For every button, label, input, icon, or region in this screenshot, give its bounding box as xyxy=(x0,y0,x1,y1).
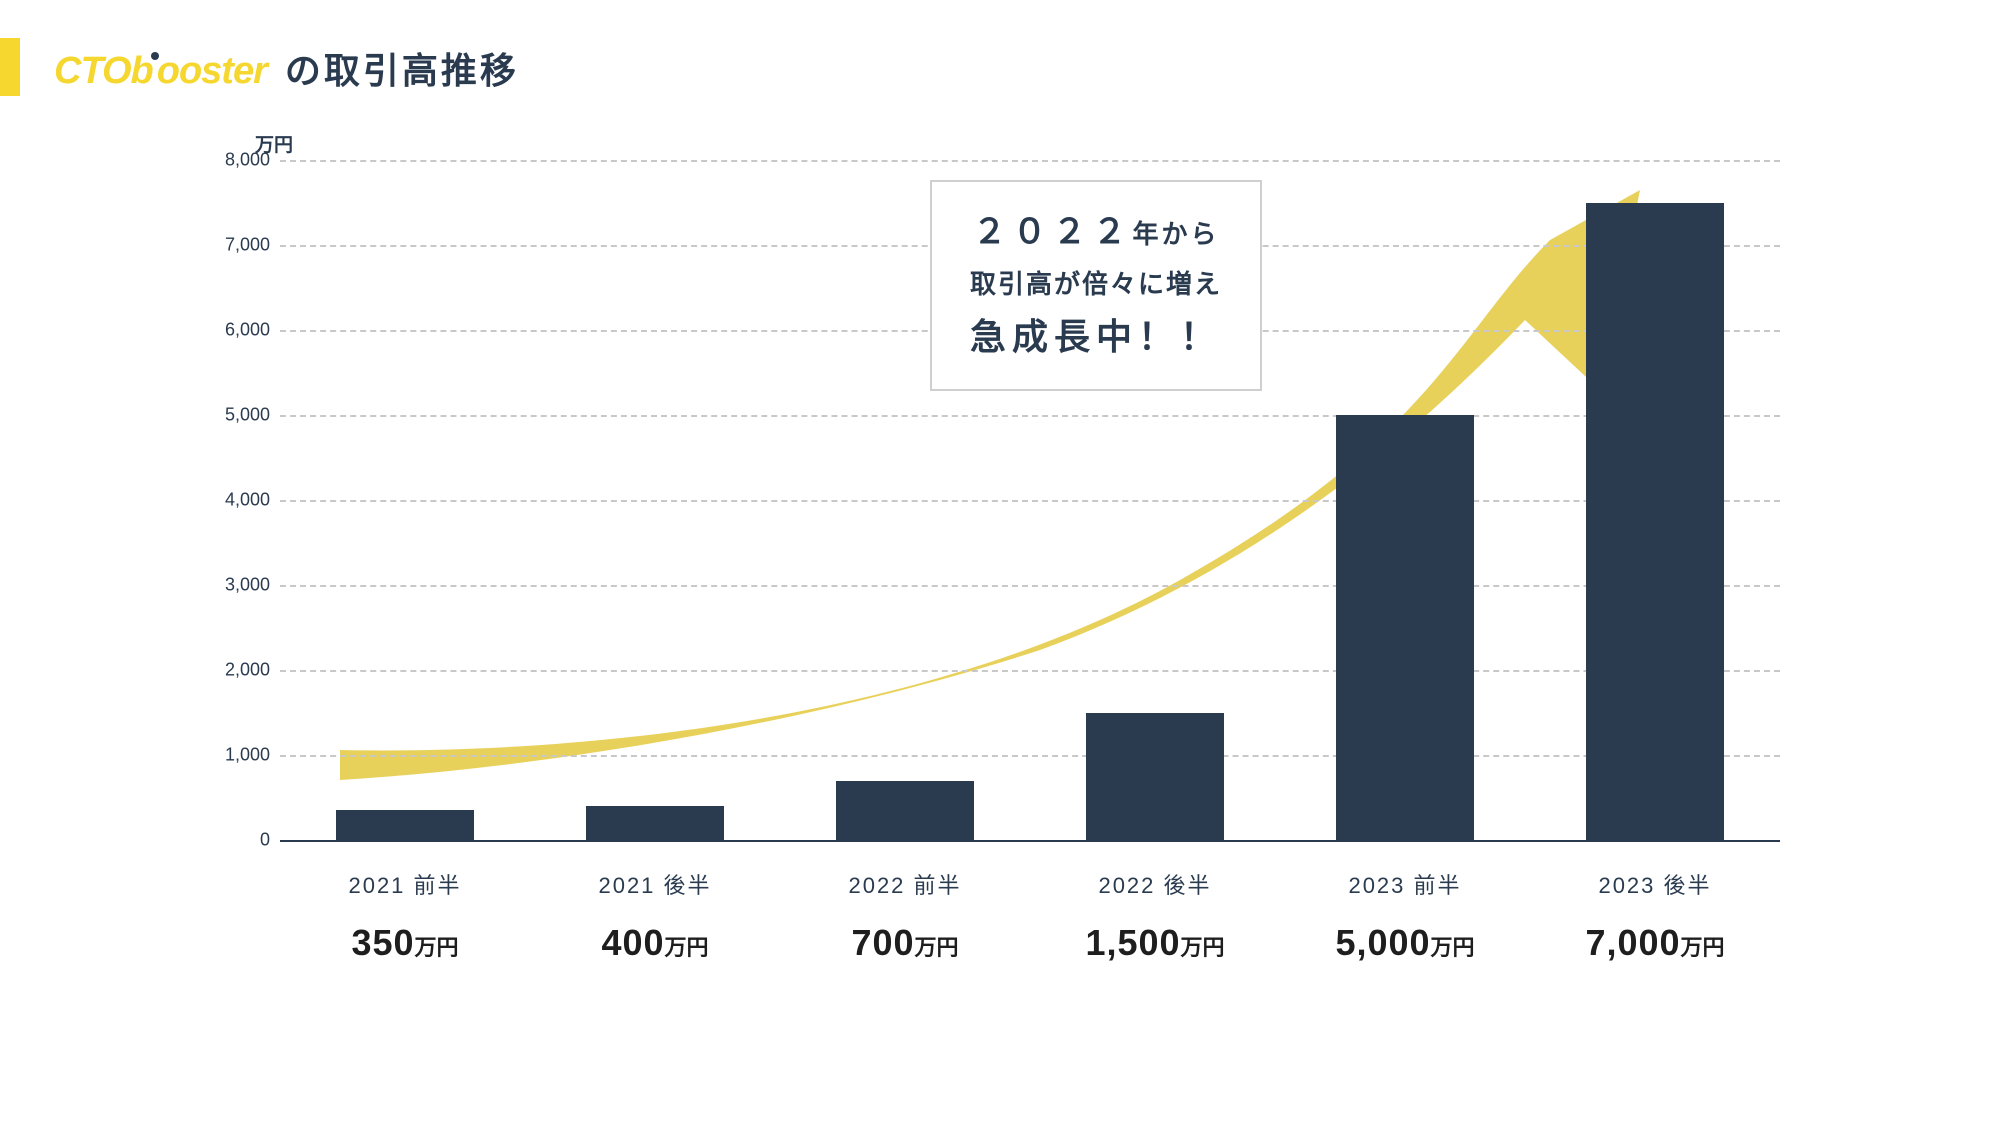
y-tick-label: 0 xyxy=(210,830,270,851)
logo-cto-text: CTO xyxy=(54,50,131,92)
gridline xyxy=(280,500,1780,502)
logo-b-text: b xyxy=(131,50,153,92)
x-category-label: 2023 後半 xyxy=(1585,868,1724,900)
y-tick-label: 7,000 xyxy=(210,235,270,256)
gridline xyxy=(280,585,1780,587)
chart-bar xyxy=(336,810,474,840)
x-value-label: 1,500万円 xyxy=(1085,922,1224,964)
x-label-group: 2021 前半 350万円 xyxy=(348,868,461,964)
gridline xyxy=(280,160,1780,162)
chart-bar xyxy=(1086,713,1224,841)
x-value-label: 5,000万円 xyxy=(1335,922,1474,964)
y-tick-label: 1,000 xyxy=(210,745,270,766)
chart-container: 万円 01,0002,0003,0004,0005,0006,0007,0008… xyxy=(200,130,1800,950)
x-value-number: 5,000 xyxy=(1335,922,1430,963)
x-label-group: 2022 後半 1,500万円 xyxy=(1085,868,1224,964)
accent-bar xyxy=(0,38,20,96)
x-label-group: 2023 前半 5,000万円 xyxy=(1335,868,1474,964)
gridline xyxy=(280,755,1780,757)
chart-bar xyxy=(836,781,974,841)
x-value-number: 1,500 xyxy=(1085,922,1180,963)
x-category-label: 2023 前半 xyxy=(1335,868,1474,900)
x-label-group: 2022 前半 700万円 xyxy=(848,868,961,964)
chart-bar xyxy=(586,806,724,840)
x-value-label: 400万円 xyxy=(598,922,711,964)
x-value-unit: 万円 xyxy=(915,935,959,960)
x-category-label: 2022 後半 xyxy=(1085,868,1224,900)
x-value-label: 700万円 xyxy=(848,922,961,964)
x-value-unit: 万円 xyxy=(415,935,459,960)
y-tick-label: 6,000 xyxy=(210,320,270,341)
x-category-label: 2021 後半 xyxy=(598,868,711,900)
page-title: の取引高推移 xyxy=(285,42,519,94)
y-tick-label: 2,000 xyxy=(210,660,270,681)
x-category-label: 2021 前半 xyxy=(348,868,461,900)
growth-callout: ２０２２年から取引高が倍々に増え急成長中！！ xyxy=(930,180,1262,391)
x-value-number: 7,000 xyxy=(1585,922,1680,963)
gridline xyxy=(280,415,1780,417)
header: CTObooster の取引高推移 xyxy=(54,42,519,94)
x-value-unit: 万円 xyxy=(1431,935,1475,960)
x-label-group: 2023 後半 7,000万円 xyxy=(1585,868,1724,964)
x-category-label: 2022 前半 xyxy=(848,868,961,900)
x-value-label: 7,000万円 xyxy=(1585,922,1724,964)
y-tick-label: 4,000 xyxy=(210,490,270,511)
plot-area: 01,0002,0003,0004,0005,0006,0007,0008,00… xyxy=(280,160,1780,840)
callout-line-1: ２０２２年から xyxy=(970,204,1222,262)
x-value-number: 400 xyxy=(601,922,664,963)
brand-logo: CTObooster xyxy=(54,50,267,93)
callout-year: ２０２２ xyxy=(973,213,1133,251)
x-axis-line xyxy=(280,840,1780,842)
x-value-unit: 万円 xyxy=(1681,935,1725,960)
x-value-number: 700 xyxy=(851,922,914,963)
chart-bar xyxy=(1336,415,1474,840)
x-value-unit: 万円 xyxy=(665,935,709,960)
y-tick-label: 8,000 xyxy=(210,150,270,171)
gridline xyxy=(280,670,1780,672)
y-tick-label: 5,000 xyxy=(210,405,270,426)
x-value-label: 350万円 xyxy=(348,922,461,964)
y-tick-label: 3,000 xyxy=(210,575,270,596)
chart-bar xyxy=(1586,203,1724,841)
callout-line-2: 取引高が倍々に増え xyxy=(970,262,1222,306)
logo-ooster-text: ooster xyxy=(157,50,267,92)
x-value-number: 350 xyxy=(351,922,414,963)
callout-year-suffix: 年から xyxy=(1133,219,1220,249)
x-value-unit: 万円 xyxy=(1181,935,1225,960)
callout-line-3: 急成長中！！ xyxy=(970,306,1222,367)
x-label-group: 2021 後半 400万円 xyxy=(598,868,711,964)
